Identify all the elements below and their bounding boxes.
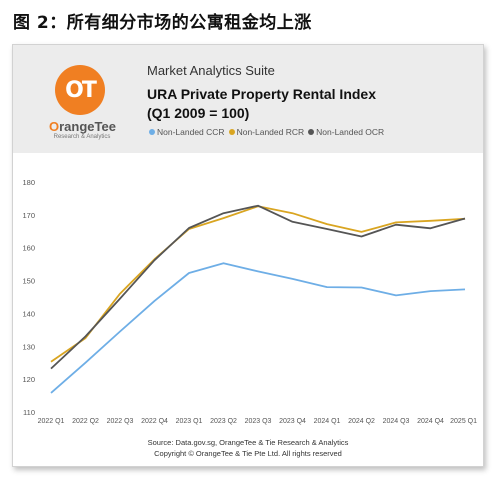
x-tick-label: 2023 Q1 bbox=[176, 418, 203, 425]
x-tick-label: 2022 Q3 bbox=[107, 418, 134, 425]
legend-label: Non-Landed RCR bbox=[236, 127, 305, 137]
chart-title-line1: URA Private Property Rental Index bbox=[147, 86, 376, 102]
chart-legend: Non-Landed CCR Non-Landed RCR Non-Landed O… bbox=[149, 127, 384, 137]
logo-name-o: O bbox=[49, 119, 60, 134]
y-tick-label: 140 bbox=[22, 309, 35, 318]
y-tick-label: 150 bbox=[22, 277, 35, 286]
series-line-non-landed-ccr bbox=[50, 262, 466, 394]
source-note: Source: Data.gov.sg, OrangeTee & Tie Res… bbox=[13, 437, 483, 459]
series-line-non-landed-ocr bbox=[50, 204, 466, 370]
legend-item: Non-Landed RCR bbox=[228, 127, 305, 137]
legend-swatch bbox=[149, 129, 155, 135]
y-tick-label: 160 bbox=[22, 244, 35, 253]
x-tick-label: 2023 Q4 bbox=[279, 418, 306, 425]
y-tick-label: 170 bbox=[22, 211, 35, 220]
logo-wordmark: OrangeTee bbox=[49, 119, 116, 134]
copyright-text: Copyright © OrangeTee & Tie Pte Ltd. All… bbox=[154, 449, 342, 458]
logo-mark: OT bbox=[65, 77, 97, 103]
logo-name-rest: rangeTee bbox=[59, 119, 116, 134]
figure-title: 图 2：所有细分市场的公寓租金均上涨 bbox=[13, 13, 312, 33]
x-tick-label: 2023 Q3 bbox=[245, 418, 272, 425]
x-tick-label: 2023 Q2 bbox=[210, 418, 237, 425]
x-tick-label: 2024 Q4 bbox=[417, 418, 444, 425]
logo-subtitle: Research & Analytics bbox=[53, 134, 111, 140]
chart-header: OT OrangeTee Research & Analytics Market… bbox=[13, 45, 483, 153]
x-tick-label: 2024 Q3 bbox=[383, 418, 410, 425]
x-tick-label: 2022 Q2 bbox=[72, 418, 99, 425]
chart-panel: OT OrangeTee Research & Analytics Market… bbox=[12, 44, 484, 467]
legend-label: Non-Landed OCR bbox=[316, 127, 385, 137]
y-tick-label: 120 bbox=[22, 375, 35, 384]
x-tick-label: 2022 Q4 bbox=[141, 418, 168, 425]
line-chart: 110 120 130 140 150 160 170 180 2022 Q1 2022 Q2 20… bbox=[22, 178, 477, 425]
legend-swatch bbox=[308, 129, 315, 135]
legend-item: Non-Landed OCR bbox=[308, 127, 384, 137]
x-tick-label: 2022 Q1 bbox=[38, 418, 65, 425]
y-tick-label: 110 bbox=[23, 408, 35, 417]
legend-item: Non-Landed CCR bbox=[149, 127, 225, 137]
chart-title-line2: (Q1 2009 = 100) bbox=[147, 105, 250, 121]
suite-name: Market Analytics Suite bbox=[147, 63, 275, 78]
chart-title: URA Private Property Rental Index (Q1 20… bbox=[147, 85, 376, 123]
legend-label: Non-Landed CCR bbox=[157, 127, 225, 137]
x-tick-label: 2024 Q1 bbox=[314, 418, 341, 425]
x-tick-label: 2024 Q2 bbox=[348, 418, 375, 425]
x-tick-label: 2025 Q1 bbox=[450, 418, 477, 425]
y-tick-label: 180 bbox=[22, 178, 35, 187]
source-text: Source: Data.gov.sg, OrangeTee & Tie Res… bbox=[147, 438, 349, 447]
y-tick-label: 130 bbox=[22, 342, 35, 351]
orangetee-logo-icon: OT bbox=[55, 65, 105, 115]
legend-swatch bbox=[228, 129, 235, 135]
